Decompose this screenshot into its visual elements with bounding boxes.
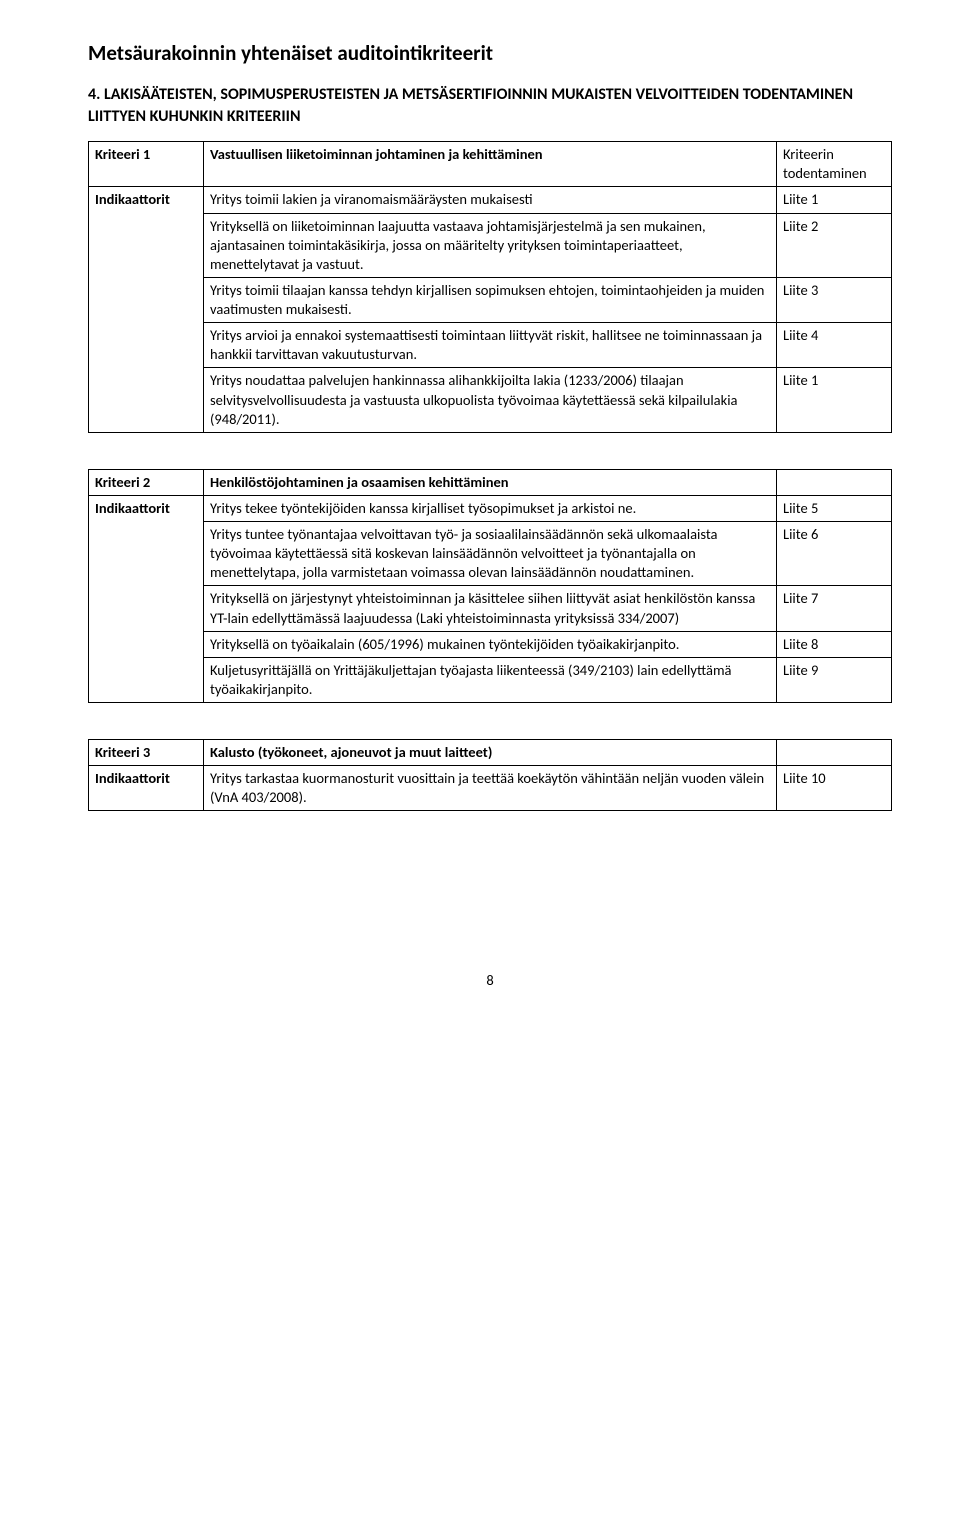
indikaattorit-label-cell [89,323,204,368]
kriteeri-ref-header-cell: Kriteerin todentaminen [777,142,892,187]
indicator-text-cell: Yritys tekee työntekijöiden kanssa kirja… [204,495,777,521]
indicator-ref-cell: Liite 2 [777,213,892,277]
indicator-ref-cell: Liite 1 [777,187,892,213]
indikaattorit-label-cell [89,586,204,631]
kriteeri-number-cell: Kriteeri 1 [89,142,204,187]
indicator-text-cell: Yritys noudattaa palvelujen hankinnassa … [204,368,777,432]
criteria-table: Kriteeri 1Vastuullisen liiketoiminnan jo… [88,141,892,433]
section-heading: 4. LAKISÄÄTEISTEN, SOPIMUSPERUSTEISTEN J… [88,84,892,127]
tables-container: Kriteeri 1Vastuullisen liiketoiminnan jo… [88,141,892,811]
indikaattorit-label-cell: Indikaattorit [89,495,204,521]
indikaattorit-label-cell [89,213,204,277]
page-number: 8 [88,971,892,989]
indicator-text-cell: Yritys tuntee työnantajaa velvoittavan t… [204,522,777,586]
indicator-ref-cell: Liite 8 [777,631,892,657]
indikaattorit-label-cell [89,657,204,702]
indikaattorit-label-cell [89,522,204,586]
indicator-text-cell: Yritys toimii tilaajan kanssa tehdyn kir… [204,277,777,322]
indicator-ref-cell: Liite 1 [777,368,892,432]
indicator-text-cell: Yritys tarkastaa kuormanosturit vuositta… [204,766,777,811]
indicator-ref-cell: Liite 3 [777,277,892,322]
indicator-text-cell: Yritys toimii lakien ja viranomaismääräy… [204,187,777,213]
kriteeri-title-cell: Henkilöstöjohtaminen ja osaamisen kehitt… [204,469,777,495]
indikaattorit-label-cell [89,631,204,657]
indicator-text-cell: Yritys arvioi ja ennakoi systemaattisest… [204,323,777,368]
indicator-ref-cell: Liite 10 [777,766,892,811]
indicator-ref-cell: Liite 9 [777,657,892,702]
indicator-text-cell: Kuljetusyrittäjällä on Yrittäjäkuljettaj… [204,657,777,702]
indicator-ref-cell: Liite 4 [777,323,892,368]
indikaattorit-label-cell: Indikaattorit [89,187,204,213]
document-title: Metsäurakoinnin yhtenäiset auditointikri… [88,40,892,66]
indicator-ref-cell: Liite 7 [777,586,892,631]
kriteeri-title-cell: Vastuullisen liiketoiminnan johtaminen j… [204,142,777,187]
kriteeri-ref-header-cell [777,469,892,495]
indikaattorit-label-cell [89,368,204,432]
indikaattorit-label-cell: Indikaattorit [89,766,204,811]
kriteeri-number-cell: Kriteeri 3 [89,740,204,766]
indicator-ref-cell: Liite 6 [777,522,892,586]
kriteeri-number-cell: Kriteeri 2 [89,469,204,495]
indicator-ref-cell: Liite 5 [777,495,892,521]
criteria-table: Kriteeri 2Henkilöstöjohtaminen ja osaami… [88,469,892,703]
indicator-text-cell: Yrityksellä on liiketoiminnan laajuutta … [204,213,777,277]
kriteeri-title-cell: Kalusto (työkoneet, ajoneuvot ja muut la… [204,740,777,766]
criteria-table: Kriteeri 3Kalusto (työkoneet, ajoneuvot … [88,739,892,811]
indicator-text-cell: Yrityksellä on järjestynyt yhteistoiminn… [204,586,777,631]
kriteeri-ref-header-cell [777,740,892,766]
indicator-text-cell: Yrityksellä on työaikalain (605/1996) mu… [204,631,777,657]
indikaattorit-label-cell [89,277,204,322]
